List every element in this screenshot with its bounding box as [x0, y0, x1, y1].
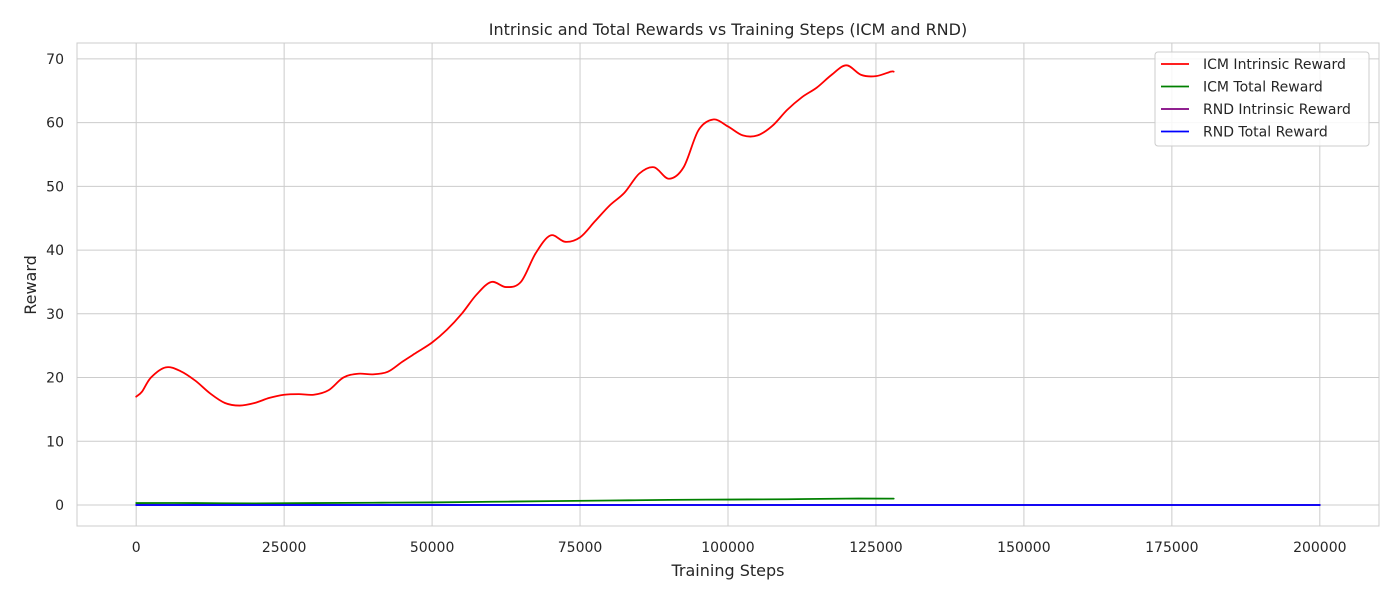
x-tick-label: 150000 — [997, 540, 1050, 556]
x-tick-label: 200000 — [1293, 540, 1346, 556]
x-tick-label: 125000 — [849, 540, 902, 556]
y-tick-label: 30 — [46, 307, 64, 323]
legend-label: ICM Intrinsic Reward — [1203, 57, 1346, 73]
chart-title: Intrinsic and Total Rewards vs Training … — [489, 20, 967, 39]
series-line-icm-intrinsic-reward — [135, 64, 895, 407]
series-line-icm-total-reward — [135, 497, 895, 505]
legend: ICM Intrinsic Reward ICM Total Reward RND … — [1154, 51, 1370, 147]
legend-label: ICM Total Reward — [1203, 80, 1323, 96]
y-tick-label: 50 — [46, 179, 64, 195]
legend-label: RND Total Reward — [1203, 125, 1328, 141]
x-tick-labels: 0 25000 50000 75000 100000 125000 150000 175000… — [132, 540, 1347, 556]
x-tick-label: 75000 — [558, 540, 603, 556]
y-tick-label: 20 — [46, 371, 64, 387]
y-tick-label: 60 — [46, 116, 64, 132]
y-tick-label: 10 — [46, 434, 64, 450]
x-tick-label: 0 — [132, 540, 141, 556]
x-tick-label: 175000 — [1145, 540, 1198, 556]
y-axis-label: Reward — [21, 255, 40, 315]
y-tick-labels: 0 10 20 30 40 50 60 70 — [46, 52, 64, 514]
legend-label: RND Intrinsic Reward — [1203, 102, 1351, 118]
y-tick-label: 0 — [55, 498, 64, 514]
y-tick-label: 70 — [46, 52, 64, 68]
x-tick-label: 100000 — [701, 540, 754, 556]
x-tick-label: 25000 — [262, 540, 307, 556]
y-tick-label: 40 — [46, 243, 64, 259]
x-tick-label: 50000 — [410, 540, 455, 556]
x-axis-label: Training Steps — [671, 561, 785, 580]
legend-box — [1154, 51, 1370, 147]
series-layer — [135, 64, 1321, 506]
